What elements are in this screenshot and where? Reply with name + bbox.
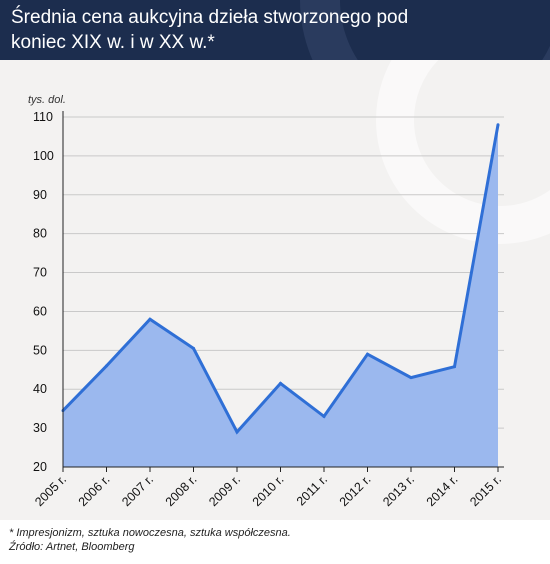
y-tick-label: 110 (33, 110, 53, 124)
y-tick-label: 20 (33, 460, 47, 474)
data-point-2008 r. (192, 346, 195, 350)
chart-area: 20 30 40 50 60 70 80 90 100 110 2005 r. 2006 r. 200… (0, 60, 550, 520)
footnote-source: Źródło: Artnet, Bloomberg (9, 541, 135, 553)
y-tick-label: 100 (33, 149, 54, 163)
data-point-2012 r. (366, 352, 369, 356)
x-tick-label: 2014 r. (424, 472, 461, 509)
x-tick-label: 2013 r. (380, 472, 417, 509)
y-tick-labels: 20 30 40 50 60 70 80 90 100 110 (33, 110, 54, 474)
y-tick-label: 30 (33, 421, 47, 435)
y-tick-label: 80 (33, 227, 47, 241)
x-tick-labels: 2005 r. 2006 r. 2007 r. 2008 r. 2009 r. 2010 … (32, 472, 504, 509)
axes (62, 111, 504, 472)
data-point-2010 r. (279, 381, 282, 385)
x-tick-label: 2015 r. (467, 472, 504, 509)
x-tick-label: 2012 r. (337, 472, 374, 509)
series-area-fill (63, 124, 498, 468)
data-point-2007 r. (148, 317, 152, 321)
footnote-note: * Impresjonizm, sztuka nowoczesna, sztuk… (9, 527, 291, 539)
data-point-2009 r. (235, 430, 239, 434)
data-point-2013 r. (409, 376, 413, 380)
x-tick-label: 2011 r. (294, 472, 330, 508)
x-tick-label: 2009 r. (206, 472, 243, 509)
y-tick-label: 70 (33, 266, 47, 280)
x-tick-label: 2007 r. (119, 472, 156, 509)
y-tick-label: 40 (33, 382, 47, 396)
y-axis-label: tys. dol. (28, 94, 66, 106)
series-area (61, 123, 500, 468)
y-tick-label: 50 (33, 343, 47, 357)
data-point-2014 r. (453, 365, 456, 369)
x-tick-label: 2006 r. (76, 472, 113, 509)
chart-title: Średnia cena aukcyjna dzieła stworzonego… (11, 7, 409, 53)
data-point-2011 r. (322, 414, 326, 418)
background-swirl-graphic (376, 60, 550, 244)
y-tick-label: 60 (33, 304, 47, 318)
chart-header: Średnia cena aukcyjna dzieła stworzonego… (0, 0, 550, 60)
footnote: * Impresjonizm, sztuka nowoczesna, sztuk… (9, 526, 539, 554)
data-point-2015 r. (496, 123, 500, 127)
x-tick-label: 2005 r. (32, 472, 69, 509)
y-tick-label: 90 (33, 188, 47, 202)
x-tick-label: 2010 r. (250, 472, 287, 509)
x-tick-label: 2008 r. (163, 472, 200, 509)
data-point-2006 r. (105, 364, 108, 368)
